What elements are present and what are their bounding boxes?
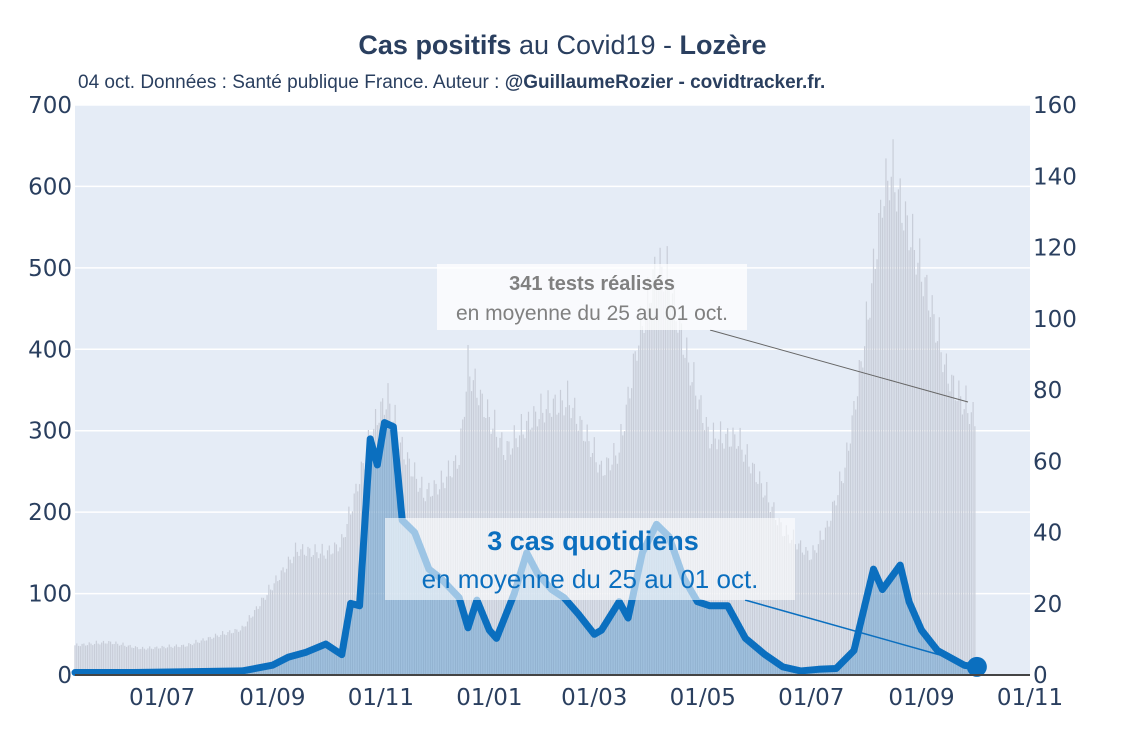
cases-last-point: [966, 656, 987, 677]
cases-series: [71, 419, 987, 677]
y-right-tick-label: 60: [1033, 449, 1062, 475]
chart-title: Cas positifs au Covid19 - Lozère: [0, 30, 1125, 61]
y-right-tick-label: 120: [1033, 236, 1077, 262]
x-tick-label: 01/07: [778, 685, 844, 711]
y-left-tick-label: 0: [57, 663, 72, 689]
x-tick-label: 01/09: [239, 685, 305, 711]
grid-lines: [75, 104, 1030, 676]
y-right-tick-label: 140: [1033, 164, 1077, 190]
subtitle-source: 04 oct. Données : Santé publique France.…: [78, 72, 505, 93]
x-tick-label: 01/03: [561, 685, 627, 711]
x-tick-label: 01/11: [997, 685, 1063, 711]
x-tick-label: 01/11: [348, 685, 414, 711]
x-tick-label: 01/01: [456, 685, 522, 711]
axes: 0 100 200 300 400 500 600 700 0 20 40 60 80 100 120 140…: [28, 93, 1077, 711]
y-right-tick-label: 100: [1033, 307, 1077, 333]
y-left-tick-label: 400: [28, 337, 72, 363]
cases-annotation-title: 3 cas quotidiens: [487, 526, 699, 556]
tests-annotation-box: [437, 264, 747, 330]
title-middle: au Covid19 -: [511, 30, 680, 60]
x-tick-label: 01/07: [129, 685, 195, 711]
cases-annotation-arrow: [744, 599, 941, 656]
tests-annotation-arrow: [709, 329, 969, 403]
title-bold-cases: Cas positifs: [358, 30, 512, 60]
x-tick-label: 01/05: [670, 685, 736, 711]
cases-annotation-text: en moyenne du 25 au 01 oct.: [422, 564, 759, 594]
y-left-tick-label: 200: [28, 500, 72, 526]
y-right-tick-label: 80: [1033, 378, 1062, 404]
cases-line: [71, 419, 979, 677]
tests-annotation-title: 341 tests réalisés: [509, 273, 675, 295]
y-left-tick-label: 700: [28, 93, 72, 119]
cases-area-fill: [75, 422, 975, 675]
y-right-tick-label: 20: [1033, 592, 1062, 618]
cases-annotation-box: [385, 518, 795, 600]
y-right-tick-label: 40: [1033, 521, 1062, 547]
tests-annotation-text: en moyenne du 25 au 01 oct.: [456, 302, 728, 325]
x-tick-label: 01/09: [888, 685, 954, 711]
y-right-tick-label: 160: [1033, 93, 1077, 119]
annotations: 341 tests réalisés en moyenne du 25 au 01…: [385, 264, 969, 656]
chart-subtitle: 04 oct. Données : Santé publique France.…: [78, 72, 825, 94]
y-left-tick-label: 600: [28, 174, 72, 200]
y-right-tick-label: 0: [1033, 663, 1048, 689]
title-bold-region: Lozère: [679, 30, 767, 60]
y-left-tick-label: 300: [28, 419, 72, 445]
y-left-tick-label: 100: [28, 582, 72, 608]
y-left-tick-label: 500: [28, 256, 72, 282]
subtitle-author: @GuillaumeRozier - covidtracker.fr.: [504, 72, 826, 93]
